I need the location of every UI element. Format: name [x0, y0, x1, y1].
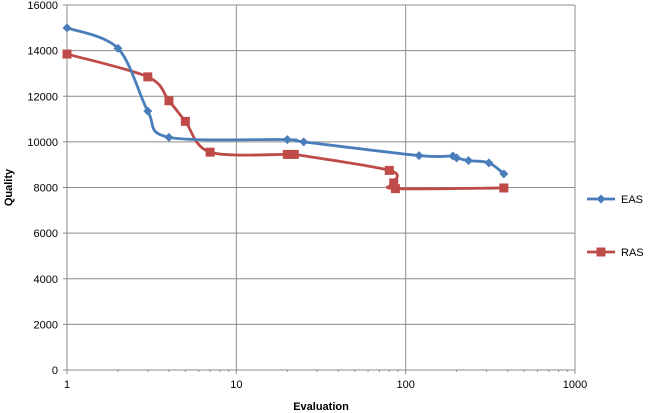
- legend-marker-eas: [596, 194, 606, 204]
- y-tick-label: 6000: [34, 228, 58, 240]
- data-point-ras: [164, 96, 174, 106]
- y-tick-label: 14000: [27, 46, 58, 58]
- data-point-ras: [390, 184, 400, 194]
- y-tick-label: 0: [52, 365, 58, 377]
- x-axis-label: Evaluation: [293, 401, 349, 413]
- data-point-eas: [299, 137, 309, 147]
- y-tick-label: 8000: [34, 183, 58, 195]
- data-point-ras: [282, 149, 292, 159]
- data-point-ras: [289, 149, 299, 159]
- data-point-eas: [113, 43, 123, 53]
- tick-labels: 0 2000 4000 6000 8000 10000 12000 14000 16000 1 10…: [27, 0, 587, 391]
- data-point-eas: [499, 169, 509, 179]
- data-point-ras: [499, 183, 509, 193]
- y-tick-label: 16000: [27, 0, 58, 12]
- legend-item-ras: RAS: [587, 247, 644, 259]
- x-tick-label: 100: [396, 379, 414, 391]
- data-point-ras: [62, 49, 72, 59]
- data-point-ras: [389, 178, 399, 188]
- y-axis-label: Quality: [3, 168, 15, 206]
- y-tick-label: 4000: [34, 274, 58, 286]
- data-point-eas: [484, 158, 494, 168]
- y-tick-label: 10000: [27, 137, 58, 149]
- axes: [63, 4, 576, 374]
- data-point-eas: [164, 132, 174, 142]
- data-point-eas: [414, 151, 424, 161]
- x-tick-label: 10: [230, 379, 242, 391]
- legend: EAS RAS: [587, 194, 644, 259]
- data-point-ras: [205, 147, 215, 157]
- series-layer: [62, 23, 509, 194]
- data-point-eas: [464, 156, 474, 166]
- data-point-ras: [143, 72, 153, 82]
- grid: [66, 4, 576, 371]
- legend-label-ras: RAS: [621, 247, 644, 259]
- legend-item-eas: EAS: [587, 194, 643, 206]
- data-point-ras: [384, 165, 394, 175]
- legend-marker-ras: [596, 247, 606, 257]
- y-tick-label: 12000: [27, 91, 58, 103]
- data-point-eas: [282, 135, 292, 145]
- x-tick-label: 1000: [563, 379, 587, 391]
- series-eas: [62, 23, 509, 179]
- data-point-eas: [143, 106, 153, 116]
- data-point-eas: [62, 23, 72, 33]
- legend-label-eas: EAS: [621, 194, 643, 206]
- y-tick-label: 2000: [34, 319, 58, 331]
- data-point-eas: [452, 153, 462, 163]
- data-point-ras: [180, 116, 190, 126]
- series-ras: [62, 49, 509, 194]
- x-tick-label: 1: [64, 379, 70, 391]
